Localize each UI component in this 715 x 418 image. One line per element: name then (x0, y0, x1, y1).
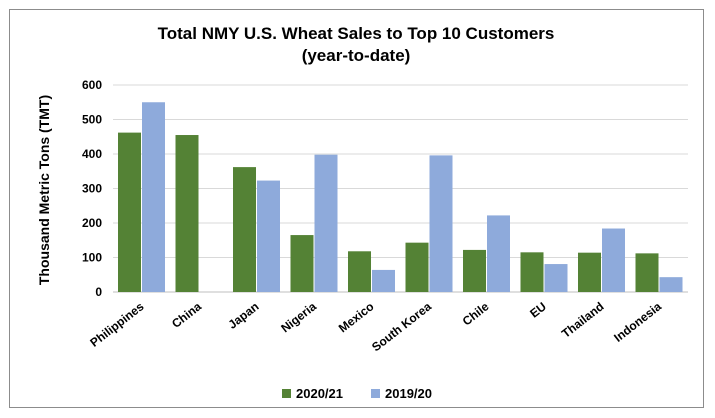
x-ticks: Philippines China Japan Nigeria MexicoSouth … (87, 299, 664, 354)
y-tick-label: 400 (82, 147, 102, 161)
legend: 2020/21 2019/20 (282, 386, 432, 401)
bar-nigeria-2020-21 (290, 235, 314, 292)
bar-indonesia-2019-20 (659, 277, 683, 292)
bar-thailand-2019-20 (602, 228, 625, 292)
x-tick-label: Mexico (336, 299, 377, 335)
x-tick-label: South Korea (369, 299, 434, 354)
bar-eu-2020-21 (520, 252, 544, 292)
bar-nigeria-2019-20 (314, 154, 338, 292)
legend-label: 2019/20 (385, 386, 432, 401)
legend-label: 2020/21 (296, 386, 343, 401)
x-tick-label: Nigeria (278, 299, 319, 335)
bar-south-korea-2019-20 (429, 155, 453, 292)
bar-japan-2020-21 (233, 167, 256, 292)
x-tick-label: Indonesia (611, 299, 664, 345)
bar-eu-2019-20 (544, 264, 568, 292)
chart-subtitle: (year-to-date) (302, 46, 411, 65)
y-tick-label: 500 (82, 113, 102, 127)
bar-chile-2019-20 (487, 215, 510, 292)
x-tick-label: Japan (226, 299, 262, 331)
bar-philippines-2020-21 (118, 132, 141, 292)
y-tick-label: 300 (82, 182, 102, 196)
legend-swatch (282, 389, 291, 398)
x-tick-label: Philippines (87, 299, 146, 350)
y-tick-label: 600 (82, 78, 102, 92)
bar-china-2020-21 (175, 135, 199, 292)
gridlines (113, 84, 688, 293)
x-tick-label: EU (527, 299, 549, 320)
bar-indonesia-2020-21 (635, 253, 659, 292)
bar-philippines-2019-20 (142, 102, 165, 292)
x-tick-label: Chile (460, 299, 492, 328)
x-tick-label: China (169, 299, 204, 331)
bar-mexico-2020-21 (348, 251, 371, 292)
y-tick-label: 0 (95, 285, 102, 299)
bar-south-korea-2020-21 (405, 242, 429, 292)
y-ticks: 0 100 200 300 400 500 600 (82, 78, 102, 299)
x-tick-label: Thailand (559, 299, 607, 340)
bar-japan-2019-20 (257, 180, 280, 292)
bar-mexico-2019-20 (372, 269, 395, 292)
y-tick-label: 200 (82, 216, 102, 230)
y-axis-label: Thousand Metric Tons (TMT) (36, 95, 52, 285)
bars (118, 102, 683, 292)
y-tick-label: 100 (82, 251, 102, 265)
chart-title: Total NMY U.S. Wheat Sales to Top 10 Cus… (158, 24, 555, 43)
bar-thailand-2020-21 (578, 252, 601, 292)
legend-swatch (371, 389, 380, 398)
bar-chile-2020-21 (463, 249, 486, 292)
